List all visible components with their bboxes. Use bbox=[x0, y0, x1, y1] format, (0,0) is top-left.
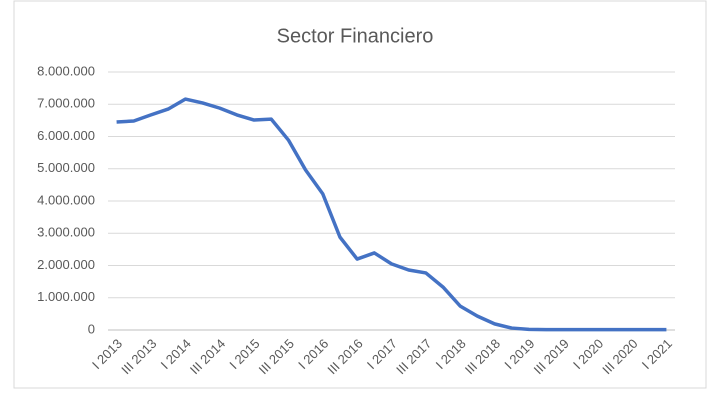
y-tick-label: 0 bbox=[88, 321, 95, 336]
y-tick-label: 5.000.000 bbox=[37, 160, 95, 175]
y-tick-label: 2.000.000 bbox=[37, 257, 95, 272]
y-tick-label: 1.000.000 bbox=[37, 289, 95, 304]
chart-title: Sector Financiero bbox=[277, 25, 434, 47]
y-tick-label: 7.000.000 bbox=[37, 96, 95, 111]
y-tick-label: 4.000.000 bbox=[37, 192, 95, 207]
y-tick-label: 6.000.000 bbox=[37, 128, 95, 143]
y-tick-label: 8.000.000 bbox=[37, 63, 95, 78]
data-line bbox=[116, 97, 667, 332]
y-tick-label: 3.000.000 bbox=[37, 225, 95, 240]
chart-border bbox=[13, 0, 707, 389]
